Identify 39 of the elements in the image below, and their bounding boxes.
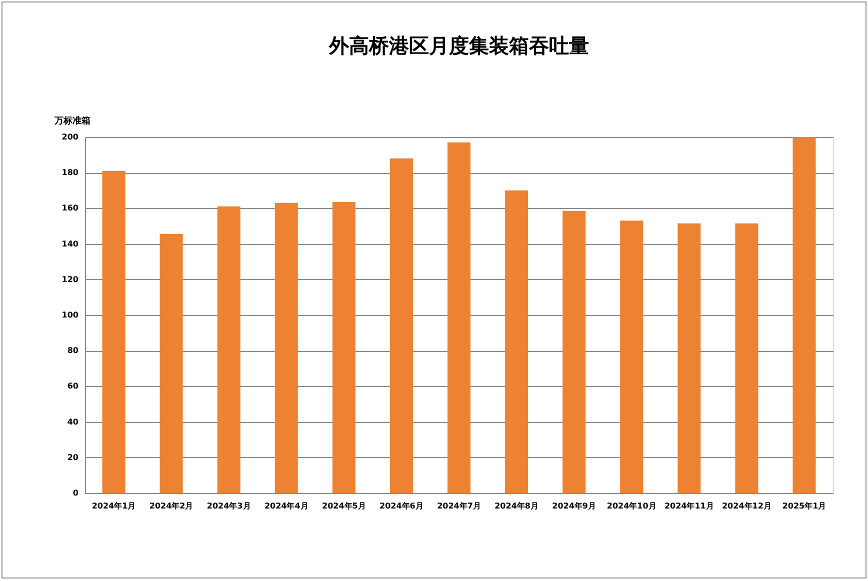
bar: [217, 206, 240, 493]
y-tick-label: 40: [67, 417, 79, 426]
bar: [160, 234, 183, 493]
y-tick-label: 60: [67, 382, 79, 391]
bar: [505, 190, 528, 493]
bar: [792, 137, 816, 493]
y-tick-label: 20: [67, 452, 79, 462]
x-tick-label: 2024年4月: [264, 502, 308, 510]
bar: [562, 210, 586, 493]
bar: [447, 142, 471, 493]
x-tick-label: 2024年6月: [380, 502, 424, 510]
x-tick-label: 2024年12月: [722, 502, 772, 510]
y-tick-label: 180: [62, 168, 79, 178]
x-tick-label: 2024年5月: [322, 502, 366, 510]
bar: [735, 223, 758, 493]
x-tick-label: 2024年9月: [552, 502, 596, 510]
y-tick-label: 80: [67, 346, 79, 356]
bar: [102, 170, 126, 493]
x-tick-label: 2024年1月: [92, 502, 136, 510]
x-tick-label: 2024年3月: [206, 502, 251, 510]
y-tick-label: 160: [62, 204, 79, 213]
y-tick-label: 120: [62, 274, 79, 284]
bar: [390, 158, 413, 493]
x-tick-label: 2024年2月: [149, 502, 194, 510]
x-tick-label: 2025年1月: [782, 502, 826, 510]
x-tick-label: 2024年10月: [606, 502, 656, 510]
bar: [620, 220, 644, 493]
bar: [678, 223, 701, 493]
x-tick-label: 2024年11月: [664, 502, 714, 510]
x-tick-label: 2024年8月: [494, 502, 538, 510]
x-tick-label: 2024年7月: [437, 502, 481, 510]
y-tick-label: 0: [72, 488, 79, 498]
y-tick-label: 200: [62, 132, 79, 142]
y-tick-label: 100: [62, 310, 79, 320]
bar: [332, 202, 356, 493]
y-axis-title: 万标准箱: [54, 116, 90, 126]
y-tick-label: 140: [62, 239, 79, 248]
chart-title: 外高桥港区月度集装箱吞吐量: [328, 34, 589, 58]
bar: [274, 202, 298, 493]
